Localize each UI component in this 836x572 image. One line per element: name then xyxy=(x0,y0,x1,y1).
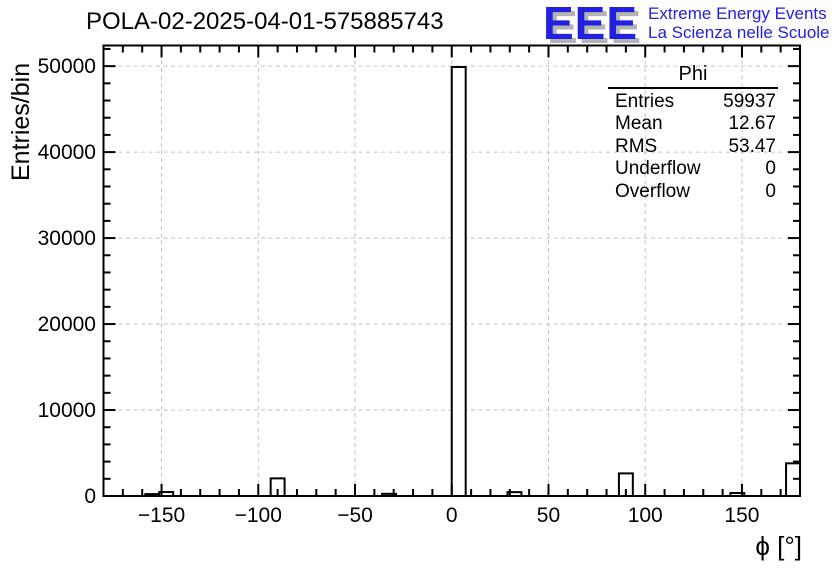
stats-value: 0 xyxy=(765,180,776,202)
stats-row-entries: Entries 59937 xyxy=(608,91,778,113)
plot-title: POLA-02-2025-04-01-575885743 xyxy=(86,8,444,35)
stats-value: 53.47 xyxy=(728,135,776,157)
stats-box: Phi Entries 59937 Mean 12.67 RMS 53.47 U… xyxy=(608,62,778,203)
svg-text:0: 0 xyxy=(84,485,96,508)
stats-header: Phi xyxy=(608,62,778,89)
stats-value: 0 xyxy=(765,158,776,180)
svg-text:−100: −100 xyxy=(235,504,282,527)
svg-text:0: 0 xyxy=(446,504,458,527)
svg-text:10000: 10000 xyxy=(38,399,96,422)
stats-label: Entries xyxy=(615,91,675,112)
stats-value: 12.67 xyxy=(728,113,776,135)
svg-text:100: 100 xyxy=(628,504,663,527)
eee-logo: EEE Extreme Energy Events La Scienza nel… xyxy=(543,0,830,49)
eee-logo-text: Extreme Energy Events La Scienza nelle S… xyxy=(648,3,829,43)
stats-label: Mean xyxy=(615,113,663,135)
eee-logo-line1: Extreme Energy Events xyxy=(648,4,827,23)
svg-text:20000: 20000 xyxy=(38,313,96,336)
svg-text:−150: −150 xyxy=(138,504,185,527)
stats-value: 59937 xyxy=(723,91,776,112)
svg-text:150: 150 xyxy=(724,504,759,527)
x-axis-title: ϕ [°] xyxy=(755,531,802,561)
svg-text:−50: −50 xyxy=(337,504,373,527)
eee-logo-line2: La Scienza nelle Scuole xyxy=(648,23,830,42)
svg-text:30000: 30000 xyxy=(38,227,96,250)
svg-text:50: 50 xyxy=(537,504,560,527)
stats-row-mean: Mean 12.67 xyxy=(608,113,778,135)
stats-label: Underflow xyxy=(615,158,701,180)
stats-row-overflow: Overflow 0 xyxy=(608,181,778,203)
stats-row-rms: RMS 53.47 xyxy=(608,136,778,158)
svg-text:40000: 40000 xyxy=(38,141,96,164)
eee-logo-acronym: EEE xyxy=(543,0,639,49)
svg-text:50000: 50000 xyxy=(38,55,96,78)
y-axis-title: Entries/bin xyxy=(7,62,35,181)
stats-label: RMS xyxy=(615,135,658,157)
stats-label: Overflow xyxy=(615,180,690,202)
stats-row-underflow: Underflow 0 xyxy=(608,158,778,180)
